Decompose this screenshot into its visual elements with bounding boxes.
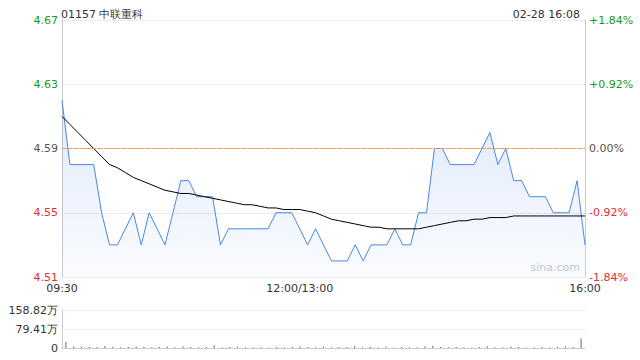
svg-text:09:30: 09:30 bbox=[46, 282, 78, 295]
svg-text:-1.84%: -1.84% bbox=[589, 270, 628, 284]
svg-text:+1.84%: +1.84% bbox=[589, 14, 633, 27]
svg-text:4.55: 4.55 bbox=[34, 206, 59, 219]
svg-text:0.00%: 0.00% bbox=[589, 142, 624, 155]
svg-text:4.63: 4.63 bbox=[34, 78, 59, 91]
svg-text:4.51: 4.51 bbox=[33, 270, 58, 284]
svg-text:+0.92%: +0.92% bbox=[589, 78, 633, 91]
svg-text:12:00/13:00: 12:00/13:00 bbox=[266, 282, 333, 295]
svg-text:02-28 16:08: 02-28 16:08 bbox=[513, 8, 580, 21]
svg-text:0: 0 bbox=[51, 342, 58, 355]
svg-text:4.59: 4.59 bbox=[34, 142, 59, 155]
svg-text:158.82万: 158.82万 bbox=[9, 304, 59, 317]
svg-text:4.67: 4.67 bbox=[34, 14, 59, 27]
svg-text:01157 中联重科: 01157 中联重科 bbox=[61, 8, 144, 21]
svg-text:16:00: 16:00 bbox=[569, 282, 601, 295]
svg-text:-0.92%: -0.92% bbox=[589, 206, 628, 219]
svg-text:79.41万: 79.41万 bbox=[16, 323, 59, 336]
